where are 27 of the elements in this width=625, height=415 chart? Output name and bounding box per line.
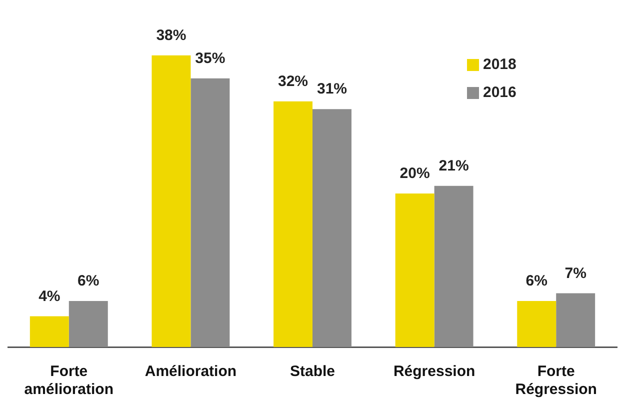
- bar: [274, 101, 312, 347]
- x-tick-label: Stable: [290, 363, 336, 380]
- bar: [312, 109, 352, 347]
- bar: [395, 194, 434, 347]
- data-label: 31%: [316, 80, 348, 98]
- x-tick-label: Amélioration: [144, 363, 237, 380]
- bar: [68, 300, 108, 347]
- data-label: 6%: [78, 272, 100, 290]
- data-label: 35%: [195, 50, 226, 68]
- x-tick-label: Régression: [393, 363, 476, 380]
- data-label: 38%: [156, 26, 186, 44]
- bar: [434, 186, 474, 347]
- bar: [190, 78, 230, 347]
- legend-label: 2018: [483, 56, 516, 74]
- bar: [30, 316, 69, 347]
- legend-label: 2016: [483, 84, 516, 102]
- data-label: 21%: [438, 157, 469, 174]
- data-label: 4%: [38, 288, 60, 305]
- data-label: 7%: [564, 264, 586, 282]
- bar: [152, 55, 191, 347]
- data-label: 20%: [400, 165, 430, 182]
- x-tick-label: Forte amélioration: [24, 363, 114, 398]
- data-label: 32%: [278, 73, 308, 90]
- bar: [517, 300, 556, 347]
- x-tick-label: Forte Régression: [515, 363, 597, 398]
- data-label: 6%: [526, 272, 548, 290]
- bar: [556, 293, 596, 347]
